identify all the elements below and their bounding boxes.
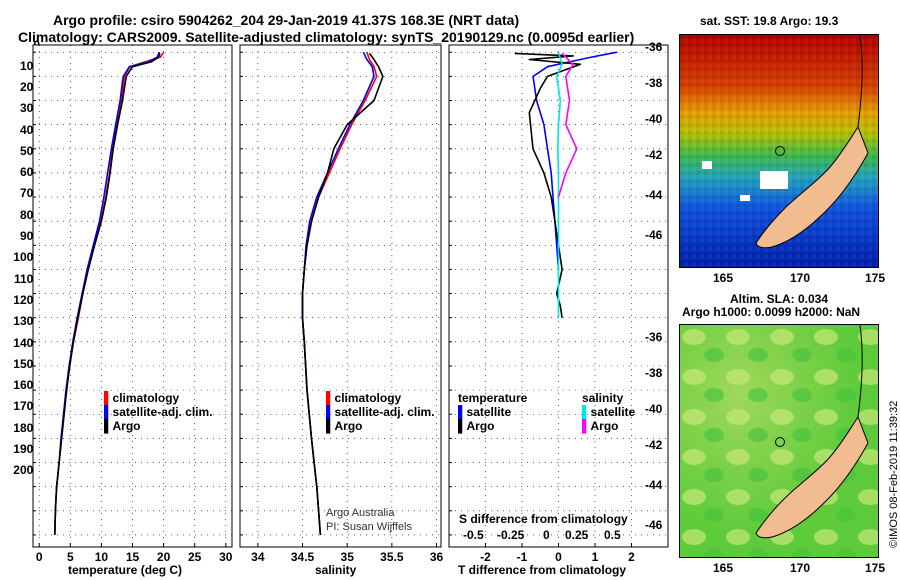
legend-item: ▌climatology [326, 391, 402, 405]
diff-legend-temperature: temperature ▌satellite ▌Argo [458, 391, 527, 433]
x-tick-label-difference: 0 [555, 550, 562, 564]
sst-map-title: sat. SST: 19.8 Argo: 19.3 [700, 14, 839, 28]
legend-item: ▌Argo [458, 419, 495, 433]
credit-line-2: PI: Susan Wijffels [326, 521, 412, 533]
chart-title-line2: Climatology: CARS2009. Satellite-adjuste… [18, 29, 635, 45]
x-tick-label-temperature: 15 [126, 550, 140, 564]
x-tick-label-temperature: 0 [36, 550, 43, 564]
temperature-xlabel: temperature (deg C) [68, 563, 183, 577]
x-tick-label-difference: -1 [517, 550, 528, 564]
legend-title: salinity [582, 391, 624, 405]
sla-title-line2: Argo h1000: 0.0099 h2000: NaN [682, 305, 861, 319]
panel-frame-temperature [32, 44, 233, 548]
x-tick-label-salinity: 35.5 [380, 550, 404, 564]
legend-title: temperature [458, 391, 528, 405]
legend-item: ▌Argo [104, 419, 141, 433]
profile-charts: 0 5 10 15 20 25 30 34 34.5 35 35.5 36 -2 -1 0 1 2 [32, 44, 669, 564]
sal-legend: ▌climatology ▌satellite-adj. clim. ▌Argo [326, 391, 435, 433]
sst-map-image [680, 35, 878, 267]
legend-item: ▌satellite [582, 405, 636, 419]
legend-item: ▌climatology [104, 391, 180, 405]
x-tick-label-salinity: 36 [430, 550, 444, 564]
x-tick-label-temperature: 10 [95, 550, 109, 564]
credit-line-1: Argo Australia [326, 507, 395, 519]
sst-map [679, 34, 879, 268]
chart-title-line1: Argo profile: csiro 5904262_204 29-Jan-2… [53, 12, 520, 28]
panel-frame-salinity [239, 44, 442, 548]
x-tick-label-difference: -2 [480, 550, 491, 564]
legend-item: ▌Argo [582, 419, 619, 433]
x-tick-label-temperature: 5 [67, 550, 74, 564]
legend-item: ▌Argo [326, 419, 363, 433]
x-tick-label-difference: 2 [628, 550, 635, 564]
legend-item: ▌satellite-adj. clim. [326, 405, 435, 419]
x-tick-label-temperature: 20 [157, 550, 171, 564]
series-line-argo [301, 52, 384, 535]
diff-legend-salinity: salinity ▌satellite ▌Argo [582, 391, 635, 433]
legend-item: ▌satellite [458, 405, 512, 419]
argo-credit: Argo Australia PI: Susan Wijffels [326, 506, 412, 534]
sla-title-line1: Altim. SLA: 0.034 [730, 292, 829, 306]
series-line-temperature-argo [514, 52, 582, 318]
x-tick-label-salinity: 34.5 [291, 550, 315, 564]
x-tick-label-salinity: 35 [341, 550, 355, 564]
sla-map [679, 324, 879, 558]
x-tick-label-salinity: 34 [251, 550, 265, 564]
x-tick-label-difference: 1 [592, 550, 599, 564]
series-line-argo [54, 53, 161, 535]
diff-xlabel: T difference from climatology [458, 563, 627, 577]
series-line-salinity-satellite [555, 51, 563, 318]
sla-map-image [680, 325, 878, 557]
s-diff-label: S difference from climatology [459, 512, 628, 526]
x-tick-label-temperature: 25 [188, 550, 202, 564]
legend-item: ▌satellite-adj. clim. [104, 405, 213, 419]
x-tick-label-temperature: 30 [219, 550, 233, 564]
salinity-xlabel: salinity [315, 563, 357, 577]
temp-legend: ▌climatology ▌satellite-adj. clim. ▌Argo [104, 391, 213, 433]
imos-watermark: ©IMOS 08-Feb-2019 11:39:32 [888, 400, 900, 548]
series-line-salinity-argo [557, 52, 578, 198]
